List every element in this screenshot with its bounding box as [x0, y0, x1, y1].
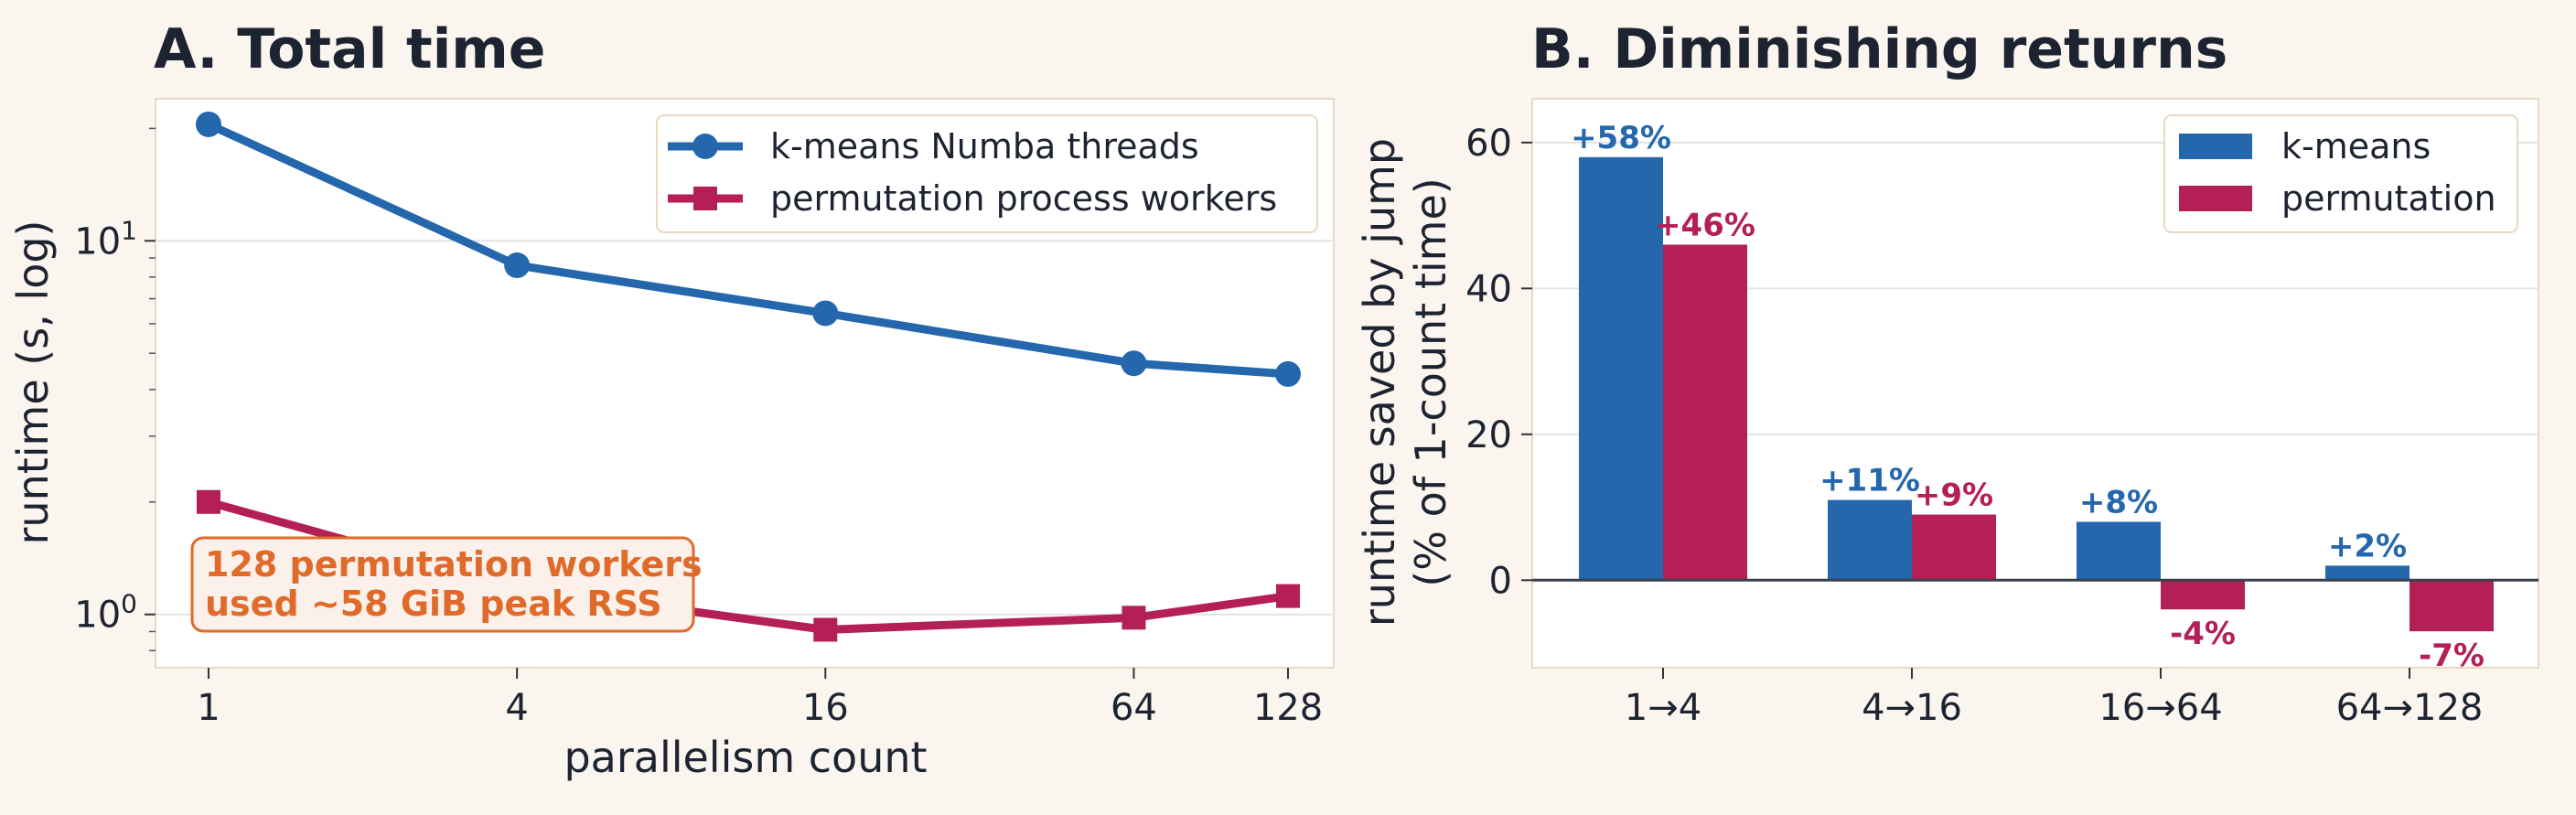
panel-a-ylabel: runtime (s, log)	[8, 220, 58, 545]
panel-b-ylabel-line-2: (% of 1-count time)	[1406, 177, 1455, 586]
point-kmeans-16	[812, 300, 839, 327]
x-tick-label-3: 64→128	[2336, 687, 2484, 729]
bar-label-permutation-1: +9%	[1915, 477, 1993, 514]
bar-kmeans-1	[1828, 499, 1912, 581]
panel-a-y-ticks: 100 101	[74, 215, 156, 637]
point-permutation-64	[1122, 606, 1146, 630]
panel-b-y-ticks: 0 20 40 60	[1465, 123, 1532, 602]
bar-kmeans-3	[2325, 565, 2410, 581]
panel-a-minor-ticks	[149, 127, 156, 652]
point-permutation-16	[813, 617, 838, 642]
panel-a-xlabel: parallelism count	[564, 733, 927, 782]
panel-b-bar-labels: +58% +46% +11%+9% +8% -4% +2% -7%	[1571, 120, 2485, 674]
point-kmeans-64	[1121, 350, 1147, 377]
legend-kmeans-marker	[692, 134, 718, 159]
x-tick-label-2: 16	[802, 687, 849, 729]
legend-permutation-marker	[693, 187, 717, 210]
x-tick-label-1: 4	[505, 687, 528, 729]
point-kmeans-4	[504, 252, 531, 279]
panel-a: A. Total time 100 101 1 4 16 64 128 128 permu…	[8, 17, 1335, 782]
y-tick-label-0: 0	[1489, 560, 1512, 602]
x-tick-label-3: 64	[1111, 687, 1157, 729]
legend-permutation-swatch	[2179, 186, 2252, 211]
panel-b-title: B. Diminishing returns	[1531, 17, 2227, 81]
panel-b-ylabel-line-1: runtime saved by jump	[1355, 138, 1404, 627]
panel-a-annotation: 128 permutation workers used ~58 GiB pea…	[190, 536, 703, 633]
x-tick-label-0: 1→4	[1625, 687, 1701, 729]
panel-b-x-ticks: 1→4 4→16 16→64 64→128	[1625, 668, 2484, 729]
bar-permutation-0	[1663, 244, 1747, 581]
y-tick-label-20: 20	[1465, 414, 1512, 456]
x-tick-label-0: 1	[197, 687, 220, 729]
annotation-line-2: used ~58 GiB peak RSS	[205, 584, 662, 624]
y-tick-label-1: 101	[74, 215, 137, 263]
bar-label-permutation-0: +46%	[1655, 207, 1755, 243]
bar-label-kmeans-1: +11%	[1819, 463, 1920, 499]
y-tick-label-40: 40	[1465, 268, 1512, 310]
legend-kmeans-label: k-means Numba threads	[770, 126, 1199, 166]
bar-permutation-1	[1912, 514, 1996, 581]
panel-a-x-ticks: 1 4 16 64 128	[197, 668, 1323, 729]
bar-label-permutation-3: -7%	[2419, 638, 2485, 674]
point-kmeans-128	[1275, 360, 1301, 387]
point-permutation-1	[197, 489, 220, 514]
bar-kmeans-2	[2077, 521, 2161, 581]
bar-label-permutation-2: -4%	[2170, 616, 2236, 652]
annotation-line-1: 128 permutation workers	[205, 544, 703, 584]
panel-a-legend-box	[656, 114, 1318, 233]
point-permutation-128	[1276, 584, 1300, 608]
bar-label-kmeans-0: +58%	[1571, 120, 1671, 156]
annotation-box	[190, 536, 695, 633]
bar-label-kmeans-2: +8%	[2079, 485, 2158, 521]
panel-b-bars	[1579, 156, 2494, 632]
bar-kmeans-0	[1579, 156, 1663, 581]
panel-a-legend: k-means Numba threads permutation proces…	[656, 114, 1318, 233]
bar-permutation-2	[2161, 580, 2245, 610]
legend-permutation-label: permutation process workers	[770, 178, 1277, 219]
point-kmeans-1	[196, 111, 221, 137]
panel-b-legend: k-means permutation	[2163, 114, 2518, 233]
x-tick-label-4: 128	[1253, 687, 1323, 729]
x-tick-label-1: 4→16	[1862, 687, 1962, 729]
legend-bar-kmeans-label: k-means	[2281, 126, 2431, 166]
panel-b-legend-box	[2163, 114, 2518, 233]
y-tick-label-60: 60	[1465, 123, 1512, 165]
legend-kmeans-swatch	[2179, 134, 2252, 159]
panel-a-title: A. Total time	[154, 17, 546, 81]
bar-permutation-3	[2410, 580, 2494, 632]
legend-bar-permutation-label: permutation	[2281, 178, 2496, 219]
y-tick-label-0: 100	[74, 589, 137, 637]
x-tick-label-2: 16→64	[2098, 687, 2222, 729]
bar-label-kmeans-3: +2%	[2328, 528, 2407, 564]
